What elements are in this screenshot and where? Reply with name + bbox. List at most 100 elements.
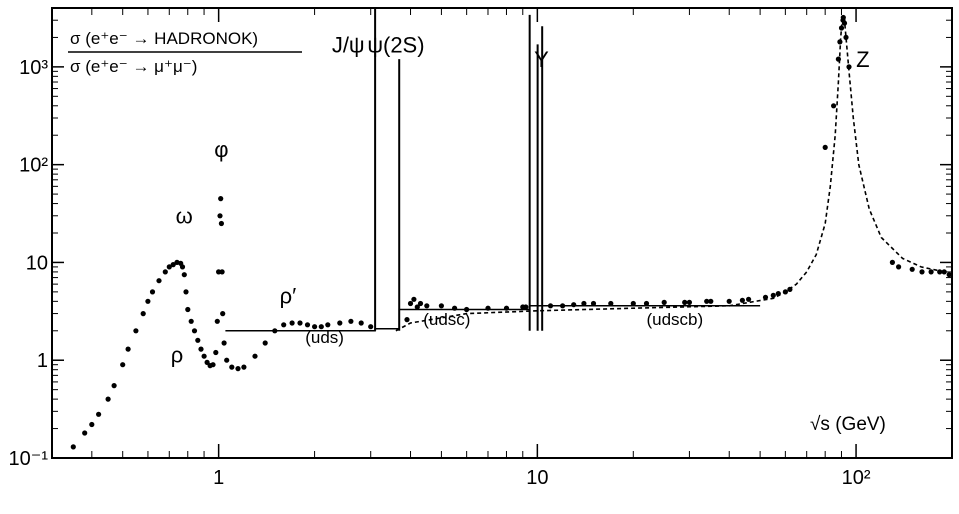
formula-block: σ (e⁺e⁻ → HADRONOK) σ (e⁺e⁻ → μ⁺μ⁻) [68, 29, 302, 76]
region-label: (udscb) [646, 310, 703, 329]
data-point [96, 411, 102, 417]
data-point [213, 349, 219, 356]
data-point [220, 311, 226, 317]
data-point [919, 269, 925, 275]
data-point [304, 322, 311, 328]
dashed-curve-line [395, 13, 946, 332]
data-point [452, 305, 458, 311]
data-point [219, 269, 225, 275]
data-point [787, 286, 793, 292]
resonance-label: ρ [171, 342, 184, 367]
y-tick-label: 10³ [19, 57, 48, 79]
data-point [221, 340, 227, 346]
ratio-denominator: σ (e⁺e⁻ → μ⁺μ⁻) [70, 57, 197, 76]
data-point [89, 421, 95, 428]
data-point [739, 297, 746, 303]
data-point [889, 259, 896, 265]
data-point [318, 324, 324, 330]
data-point [133, 328, 139, 334]
data-point [252, 353, 258, 359]
data-point [770, 292, 776, 298]
x-tick-label: 10 [526, 467, 548, 489]
lines-layer [225, 8, 946, 332]
data-point [746, 296, 752, 302]
data-point [485, 305, 491, 311]
data-point [928, 269, 934, 275]
data-point [843, 34, 849, 41]
data-point [185, 306, 191, 313]
data-point [946, 272, 952, 278]
data-point [838, 25, 845, 31]
data-point [414, 304, 420, 310]
data-point [841, 20, 848, 26]
data-point [909, 266, 915, 272]
data-point [218, 220, 224, 227]
data-point [325, 322, 331, 328]
data-point [523, 304, 529, 310]
data-point [837, 39, 843, 45]
data-point [464, 306, 470, 313]
data-point [661, 299, 667, 305]
ratio-numerator: σ (e⁺e⁻ → HADRONOK) [70, 29, 258, 48]
data-point [835, 56, 842, 62]
data-point [82, 430, 88, 436]
data-point [846, 64, 852, 70]
data-point [214, 318, 220, 324]
data-point [210, 362, 216, 368]
data-point [417, 300, 424, 307]
resonance-label: J/ψ [332, 33, 365, 58]
resonance-label: ω [176, 204, 193, 229]
data-point [145, 298, 151, 304]
data-point [560, 303, 566, 309]
data-point [312, 324, 318, 330]
data-point [337, 320, 343, 326]
data-point [149, 289, 156, 295]
axes-layer: 10⁻¹ 1 10 10² 10³ 1 10 10² [9, 8, 952, 489]
y-tick-label: 1 [37, 350, 48, 372]
data-point [166, 264, 172, 270]
data-point [407, 300, 414, 307]
data-point [762, 294, 769, 300]
data-point [162, 269, 168, 275]
data-point [241, 364, 247, 370]
resonance-label: ρ′ [280, 284, 297, 309]
data-point [111, 383, 117, 389]
points-layer [70, 14, 952, 450]
data-point [195, 337, 201, 343]
data-point [424, 303, 430, 309]
data-point [775, 291, 781, 297]
data-point [822, 144, 828, 150]
data-point [224, 357, 230, 363]
resonance-label: Z [856, 47, 869, 72]
y-tick-label: 10⁻¹ [9, 448, 49, 470]
data-point [941, 269, 947, 275]
data-point [590, 300, 597, 307]
data-point [896, 264, 902, 270]
data-point [181, 272, 187, 278]
data-point [297, 320, 303, 326]
y-tick-label: 10² [19, 155, 48, 177]
data-point [840, 14, 846, 21]
data-point [70, 444, 76, 450]
data-point [682, 299, 688, 305]
data-point [348, 318, 354, 324]
data-point [404, 317, 410, 323]
data-point [170, 262, 176, 268]
data-point [438, 303, 444, 309]
data-point [125, 346, 131, 352]
resonance-label: φ [214, 137, 228, 162]
resonance-label: Υ [534, 47, 549, 72]
data-point [571, 302, 577, 308]
data-point [643, 300, 650, 307]
data-point [686, 299, 693, 305]
data-point [782, 289, 789, 295]
data-point [708, 298, 714, 304]
data-point [937, 269, 943, 275]
data-point [198, 346, 204, 352]
step-line [225, 305, 761, 332]
data-point [262, 340, 268, 346]
x-tick-label: 1 [213, 467, 224, 489]
data-point [188, 318, 194, 324]
region-label: (uds) [305, 328, 344, 347]
